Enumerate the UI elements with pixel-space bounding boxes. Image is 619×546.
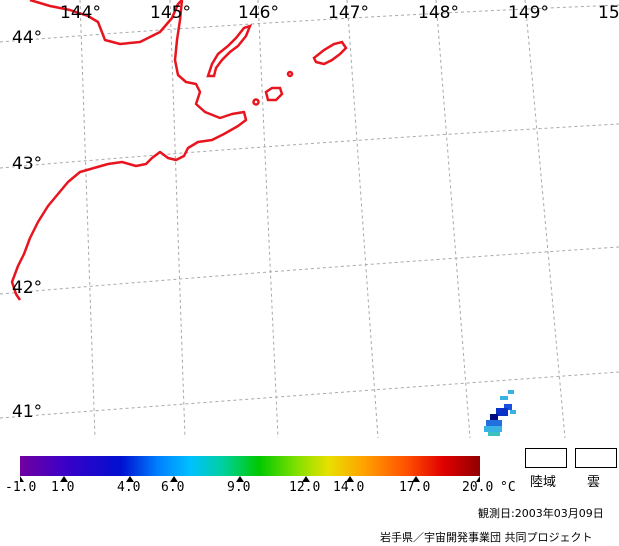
colorbar-tick-marks (20, 476, 480, 482)
land-legend-swatch (525, 448, 567, 468)
meridian-147 (346, 0, 379, 438)
meridian-148 (435, 0, 471, 438)
coastline-iturup (312, 40, 348, 66)
credit-text: 岩手県／宇宙開発事業団 共同プロジェクト (380, 531, 593, 544)
land-legend-label: 陸域 (530, 475, 557, 490)
lon-label-145: 145° (150, 3, 191, 23)
parallel-41 (0, 371, 619, 419)
colorbar-unit: °C (500, 480, 516, 495)
lat-label-41: 41° (12, 402, 43, 422)
colorbar-tick-label: 4.0 (117, 480, 141, 495)
colorbar-tick-label: 17.0 (399, 480, 431, 495)
parallel-42 (0, 246, 619, 295)
lon-label-150: 15 (598, 3, 619, 23)
coastline-kunashir (206, 23, 253, 78)
observation-date: 観測日:2003年03月09日 (478, 507, 604, 520)
lon-label-147: 147° (328, 3, 369, 23)
colorbar-tick-label: 20.0 (462, 480, 494, 495)
cloud-legend-swatch (575, 448, 617, 468)
colorbar-gradient (20, 456, 480, 476)
lon-label-144: 144° (60, 3, 101, 23)
lat-label-42: 42° (12, 278, 43, 298)
cloud-legend-label: 雲 (587, 475, 601, 490)
coastline-small-islands (252, 70, 294, 106)
coastline-hokkaido (10, 0, 248, 301)
meridian-144 (79, 0, 96, 438)
lat-label-44: 44° (12, 28, 43, 48)
colorbar-tick-label: 1.0 (51, 480, 75, 495)
meridian-146 (257, 0, 279, 438)
meridian-149 (524, 0, 566, 438)
colorbar-tick-label: 6.0 (161, 480, 185, 495)
parallel-43 (0, 123, 619, 169)
lat-label-43: 43° (12, 154, 43, 174)
colorbar-tick-label: 12.0 (289, 480, 321, 495)
sst-colorbar (20, 456, 480, 482)
longitude-grid (79, 0, 566, 438)
colorbar-tick-label: 9.0 (227, 480, 251, 495)
latitude-grid (0, 4, 619, 419)
meridian-145 (169, 0, 186, 438)
lon-label-146: 146° (238, 3, 279, 23)
lon-label-148: 148° (418, 3, 459, 23)
sst-pixels (484, 390, 516, 436)
parallel-44 (0, 4, 619, 43)
colorbar-tick-label: -1.0 (5, 480, 37, 495)
sst-map (0, 0, 619, 438)
colorbar-tick-label: 14.0 (333, 480, 365, 495)
lon-label-149: 149° (508, 3, 549, 23)
